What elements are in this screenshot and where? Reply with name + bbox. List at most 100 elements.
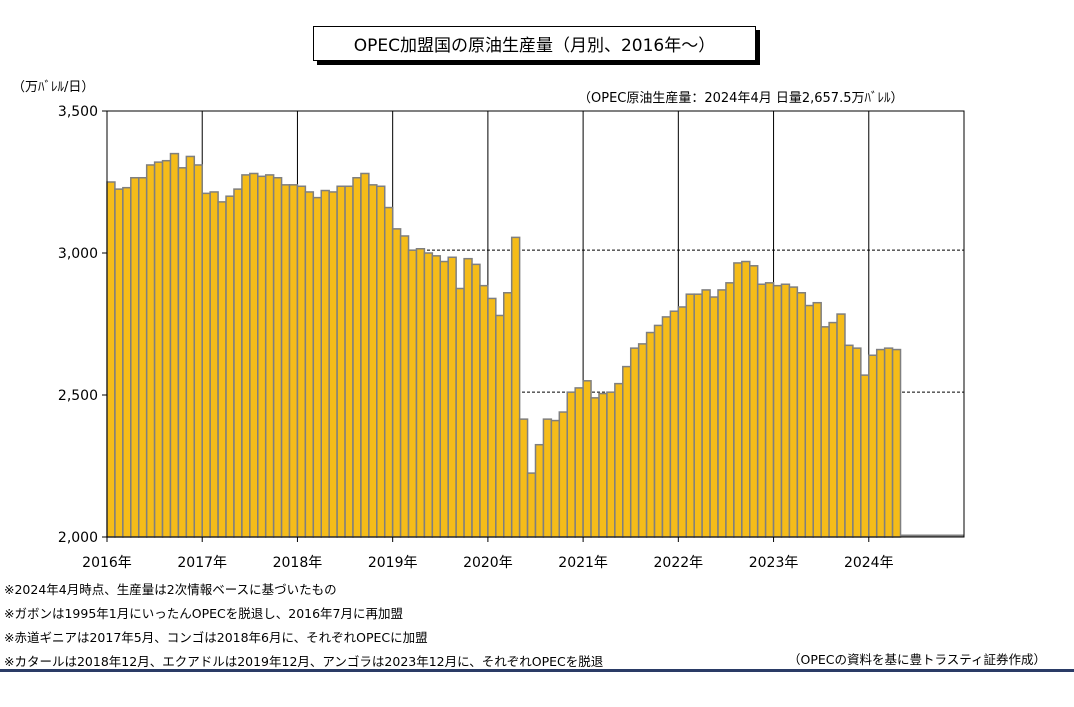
- bar: [185, 155, 196, 538]
- bar: [622, 365, 632, 538]
- bar: [852, 347, 862, 538]
- chart-title: OPEC加盟国の原油生産量（月別、2016年～）: [353, 36, 716, 56]
- bar: [598, 392, 608, 538]
- y-tick-label: 2,000: [58, 530, 98, 546]
- bar: [669, 310, 680, 538]
- bar: [439, 260, 449, 538]
- bar: [153, 161, 164, 538]
- bar: [836, 313, 846, 538]
- bar: [558, 411, 568, 538]
- bar: [320, 189, 330, 538]
- bar: [352, 176, 362, 538]
- plot-frame: [106, 110, 965, 538]
- footnote-2: ※ガボンは1995年1月にいったんOPECを脱退し、2016年7月に再加盟: [4, 606, 404, 621]
- bar: [566, 391, 576, 538]
- bar: [130, 176, 140, 538]
- y-tick-label: 2,500: [58, 388, 98, 404]
- bar: [518, 418, 529, 538]
- bar: [717, 289, 727, 538]
- bar: [296, 185, 307, 538]
- bar: [844, 344, 854, 538]
- bar: [407, 249, 418, 538]
- bar: [733, 262, 743, 538]
- latest-value-annotation: （OPEC原油生産量：2024年4月 日量2,657.5万ﾊﾞﾚﾙ）: [578, 91, 904, 106]
- bar: [336, 185, 346, 538]
- bar: [193, 164, 203, 538]
- bar: [796, 292, 807, 538]
- bar: [376, 185, 386, 538]
- y-tick-label: 3,000: [58, 246, 98, 262]
- bar: [629, 347, 640, 538]
- x-tick-label: 2021年: [558, 555, 608, 571]
- bar: [455, 287, 465, 538]
- bar: [177, 167, 188, 538]
- bar: [391, 228, 402, 538]
- bar: [201, 192, 211, 538]
- bar: [860, 374, 870, 538]
- bar: [574, 387, 584, 538]
- bar: [645, 331, 656, 538]
- bar: [868, 354, 878, 538]
- bar: [225, 195, 235, 538]
- bar: [264, 174, 275, 538]
- x-tick-label: 2016年: [82, 555, 132, 571]
- bar: [590, 397, 600, 538]
- bar: [764, 282, 775, 538]
- bar: [209, 191, 219, 538]
- x-tick-label: 2023年: [749, 555, 799, 571]
- bar: [637, 343, 648, 538]
- bar: [741, 260, 751, 538]
- bar: [249, 172, 259, 538]
- y-tick-label: 3,500: [58, 104, 98, 120]
- bar: [431, 255, 442, 538]
- bar: [534, 443, 545, 538]
- x-tick-label: 2017年: [177, 555, 227, 571]
- bar: [661, 316, 672, 538]
- y-axis-unit-label: （万ﾊﾞﾚﾙ/日）: [12, 80, 95, 95]
- bar: [749, 265, 759, 538]
- bar: [677, 306, 688, 538]
- bar: [812, 301, 822, 538]
- bar: [788, 286, 799, 538]
- bar: [114, 188, 124, 538]
- bar: [891, 348, 902, 538]
- bar: [399, 235, 410, 538]
- bar: [503, 292, 513, 538]
- bar: [875, 348, 886, 538]
- x-axis-ticks: 2016年 2017年 2018年 2019年 2020年 2021年 2022年 2023年…: [82, 537, 894, 571]
- bar: [383, 206, 394, 538]
- bar: [145, 164, 156, 538]
- bar: [828, 321, 838, 538]
- bar: [820, 326, 830, 538]
- footnote-3: ※赤道ギニアは2017年5月、コンゴは2018年6月に、それぞれOPECに加盟: [4, 630, 428, 645]
- x-tick-label: 2024年: [844, 555, 894, 571]
- bar: [312, 196, 323, 538]
- x-tick-label: 2022年: [654, 555, 704, 571]
- bar: [360, 172, 370, 538]
- bar: [883, 347, 894, 538]
- bar: [606, 391, 616, 538]
- bar: [495, 314, 505, 538]
- bar: [725, 282, 735, 538]
- bar: [614, 382, 624, 538]
- y-axis-ticks: 3,500 3,000 2,500 2,000: [58, 104, 107, 546]
- bar: [288, 184, 299, 538]
- bar: [471, 263, 481, 538]
- bar: [542, 418, 553, 538]
- bar: [780, 283, 791, 538]
- bar: [106, 181, 116, 538]
- bar-series: [106, 152, 964, 538]
- bar: [701, 289, 711, 538]
- bar: [510, 236, 521, 538]
- source-note: （OPECの資料を基に豊トラスティ証券作成）: [788, 652, 1047, 667]
- bar: [122, 186, 132, 538]
- footnote-4: ※カタールは2018年12月、エクアドルは2019年12月、アンゴラは2023年…: [4, 654, 604, 669]
- bar: [487, 297, 497, 538]
- x-tick-label: 2020年: [463, 555, 513, 571]
- bar: [550, 419, 561, 538]
- bar: [772, 284, 783, 538]
- bar: [169, 152, 180, 538]
- x-tick-label: 2018年: [273, 555, 323, 571]
- bar: [304, 191, 315, 538]
- bar: [447, 256, 457, 538]
